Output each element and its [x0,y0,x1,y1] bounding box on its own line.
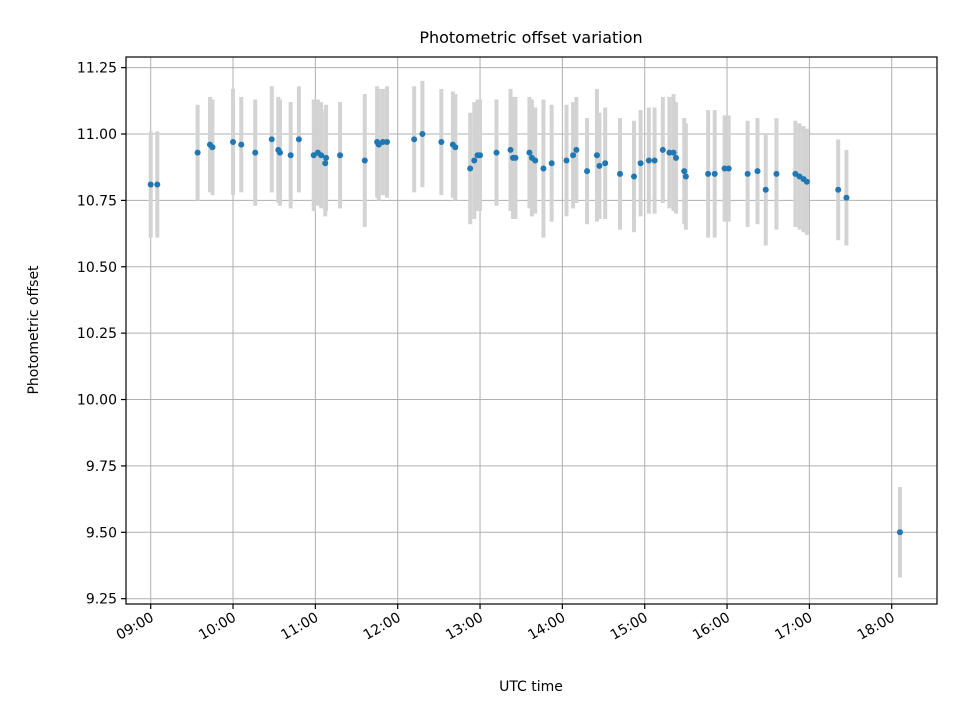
data-point [570,152,577,159]
data-point [631,173,638,180]
data-point [651,157,658,164]
data-point [762,186,769,193]
data-point [287,152,294,159]
data-point [323,154,330,161]
data-point [670,149,677,156]
data-point [666,149,673,156]
y-tick-label: 9.25 [86,592,117,608]
data-point [645,157,652,164]
data-point [295,136,302,143]
y-tick-label: 11.00 [77,127,117,143]
data-point [147,181,154,188]
data-point [471,157,478,164]
data-point [438,138,445,145]
plot-frame [125,56,938,605]
data-point [896,529,903,536]
data-point [596,162,603,169]
data-point [659,146,666,153]
data-point [337,152,344,159]
data-point [711,170,718,177]
data-point [744,170,751,177]
data-point [361,157,368,164]
data-point [419,131,426,138]
data-point [672,154,679,161]
grid-lines [126,57,937,604]
y-tick-label: 10.75 [77,193,117,209]
data-point [548,160,555,167]
data-point [322,160,329,167]
data-point [721,165,728,172]
y-tick-label: 9.75 [86,459,117,475]
data-point [835,186,842,193]
y-tick-label: 10.00 [77,393,117,409]
y-tick-label: 11.25 [77,61,117,77]
data-point [379,138,386,145]
data-point [573,146,580,153]
data-point [593,152,600,159]
data-point [477,152,484,159]
data-point [843,194,850,201]
data-point [540,165,547,172]
data-point [705,170,712,177]
y-tick-label: 10.25 [77,326,117,342]
data-point [268,136,275,143]
data-point [773,170,780,177]
y-tick-label: 9.50 [86,525,117,541]
data-point [637,160,644,167]
data-point [493,149,500,156]
data-point [467,165,474,172]
data-point [384,138,391,145]
data-point [532,157,539,164]
data-point [411,136,418,143]
data-point [209,144,216,151]
data-point [452,144,459,151]
data-point [803,178,810,185]
data-point [681,168,688,175]
data-point [230,138,237,145]
x-axis-label: UTC time [499,679,563,695]
data-point [154,181,161,188]
data-point [754,168,761,175]
data-point [682,173,689,180]
data-point [512,154,519,161]
chart-title: Photometric offset variation [419,28,642,47]
data-point [276,149,283,156]
data-point [252,149,259,156]
y-tick-label: 10.50 [77,260,117,276]
data-points [147,131,903,536]
data-point [563,157,570,164]
data-point [194,149,201,156]
data-point [584,168,591,175]
data-point [602,160,609,167]
data-point [526,149,533,156]
data-point [318,152,325,159]
data-point [238,141,245,148]
data-point [617,170,624,177]
data-point [725,165,732,172]
data-point [507,146,514,153]
y-axis-label: Photometric offset [26,265,42,395]
